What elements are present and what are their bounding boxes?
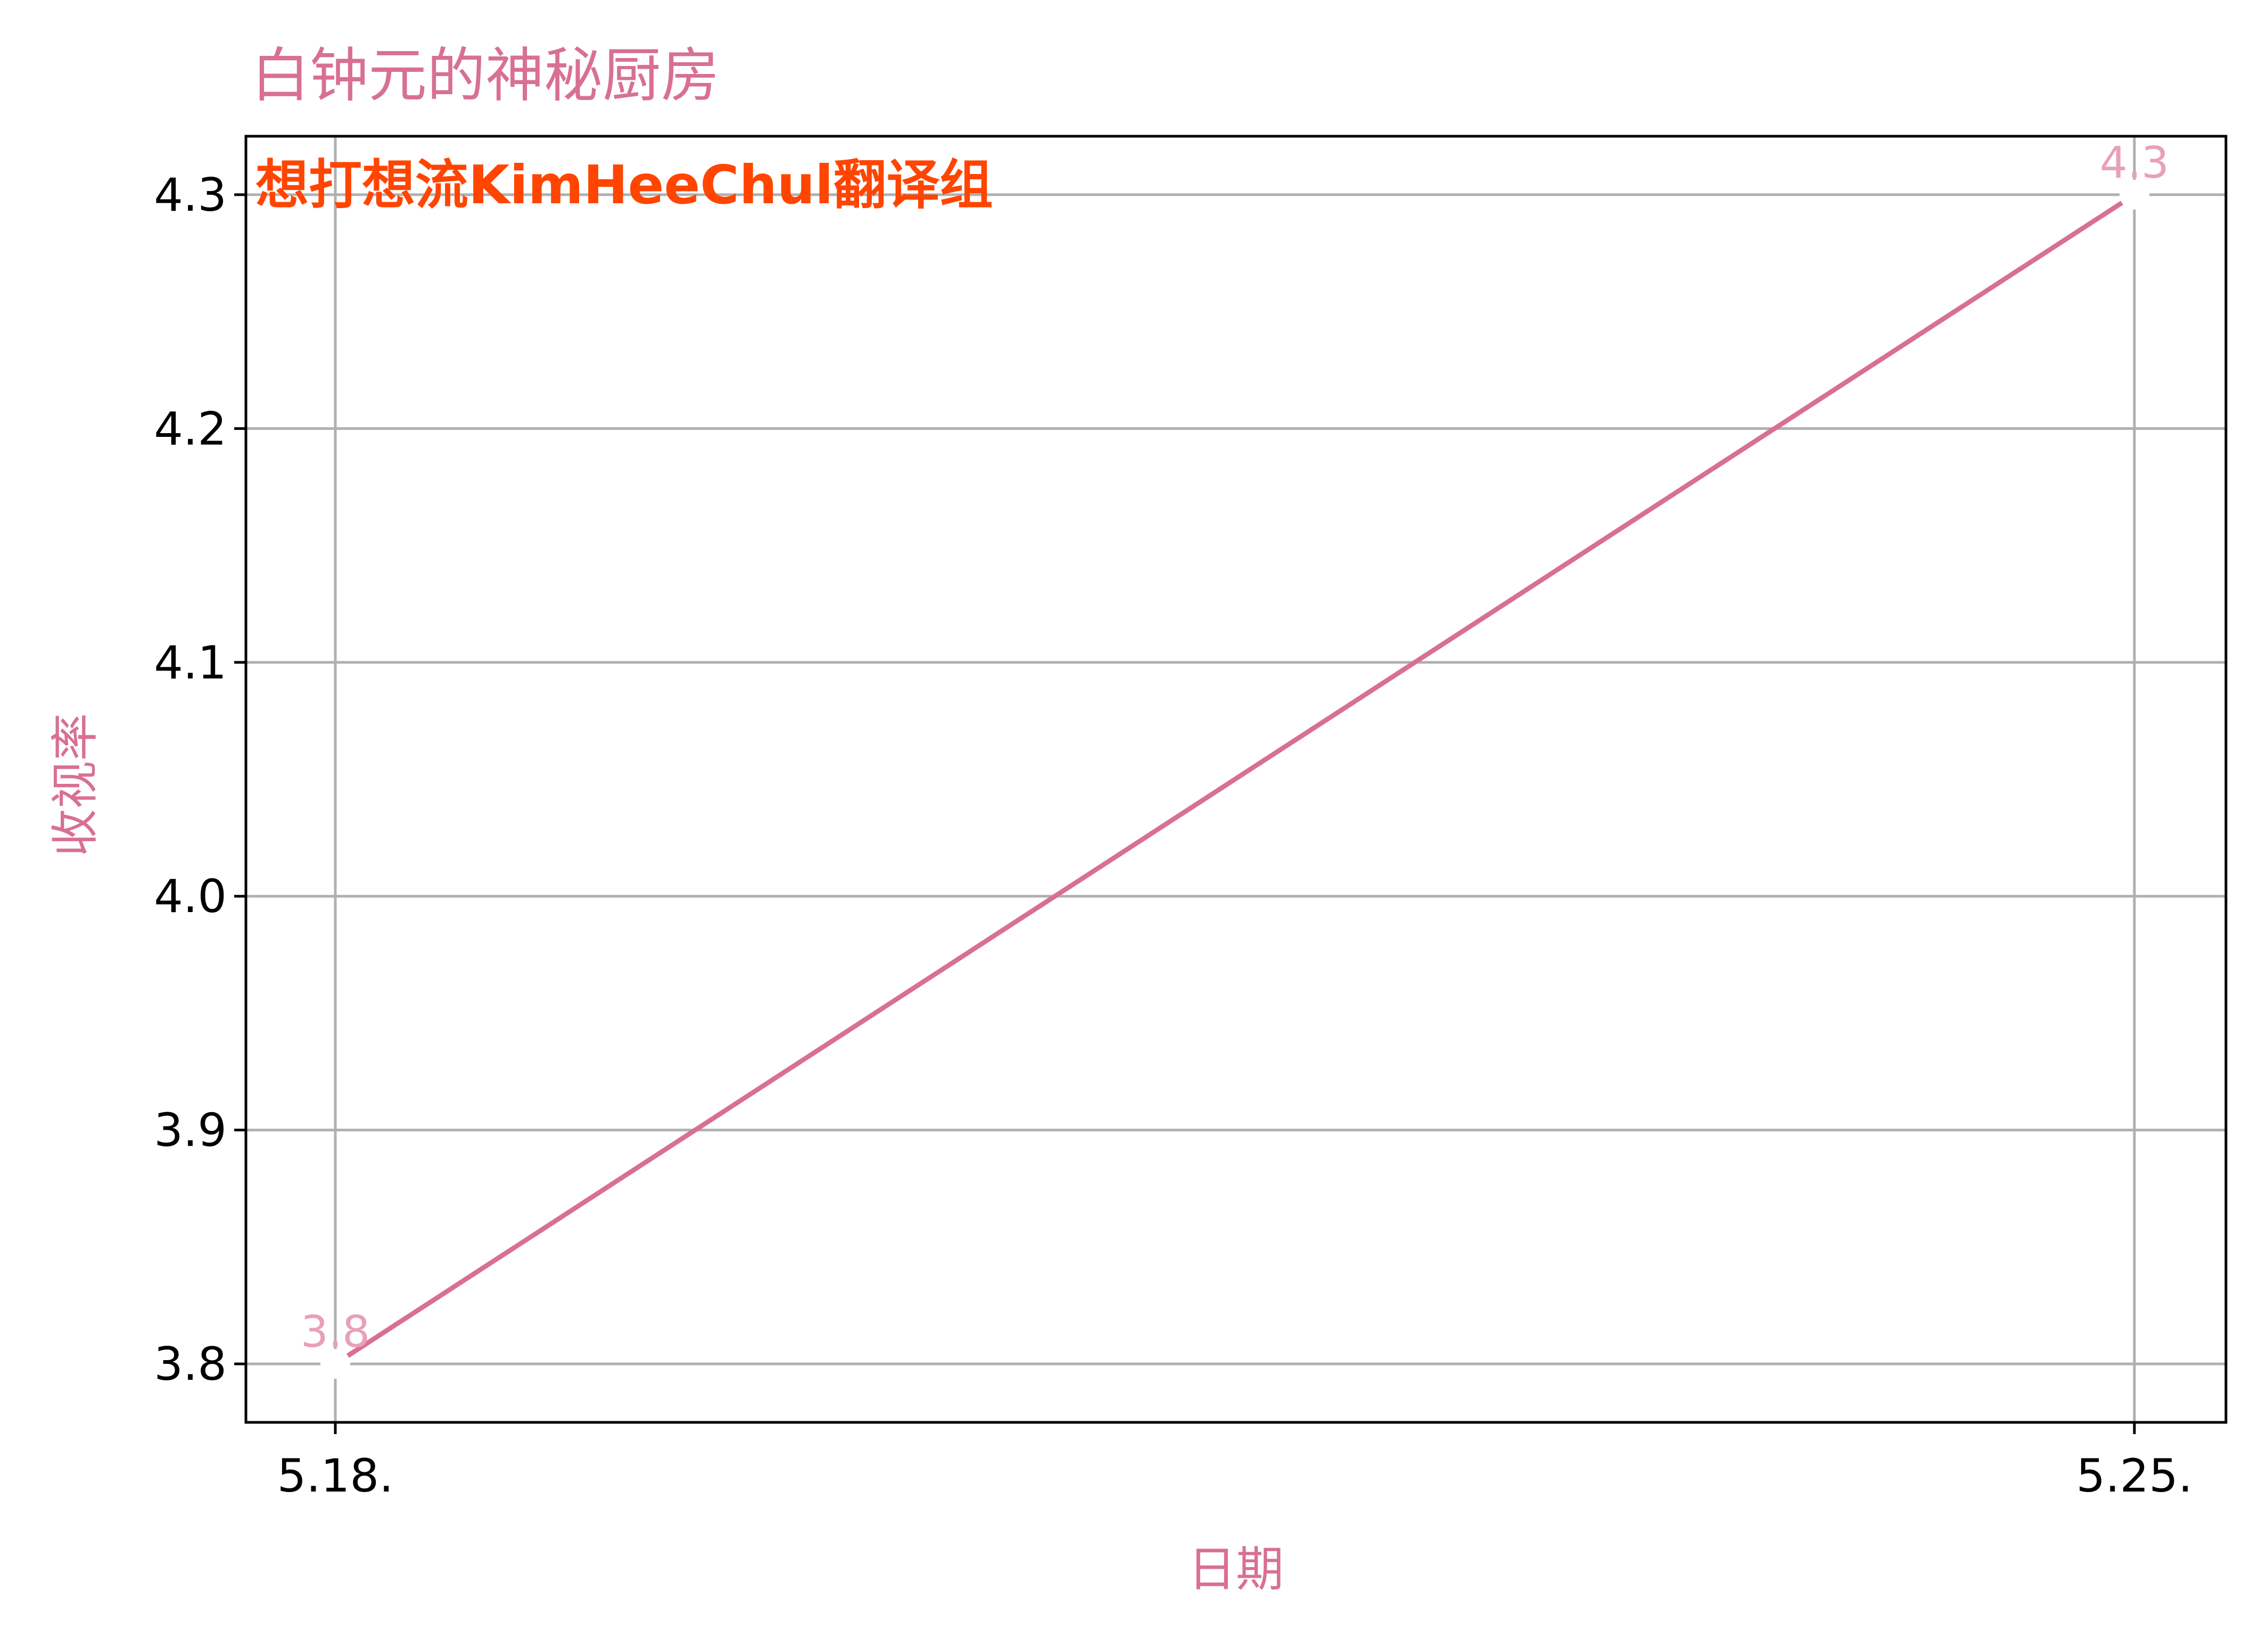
data-point-marker xyxy=(2119,179,2149,210)
y-tick-label: 3.8 xyxy=(154,1338,227,1391)
data-point-label: 3.8 xyxy=(301,1307,370,1357)
series-line xyxy=(333,192,2137,1366)
chart-title: 白钟元的神秘厨房 xyxy=(251,42,720,110)
y-tick-label: 4.0 xyxy=(154,870,227,923)
data-point-label: 4.3 xyxy=(2100,138,2169,188)
x-tick-label: 5.18. xyxy=(277,1450,394,1503)
axis-ticks: 3.8 3.9 4.0 4.1 4.2 4.3 5.18. 5.25. xyxy=(154,169,2192,1503)
x-tick-label: 5.25. xyxy=(2076,1450,2193,1503)
x-axis-label: 日期 xyxy=(1188,1542,1284,1597)
chart-annotation: 想打想流KimHeeChul翻译组 xyxy=(255,154,993,216)
data-point-marker xyxy=(320,1349,350,1379)
y-tick-label: 4.2 xyxy=(154,402,227,455)
y-axis-label: 收视率 xyxy=(47,713,103,857)
grid-lines xyxy=(246,136,2226,1422)
data-series: 3.8 4.3 xyxy=(301,138,2169,1379)
plot-area-frame xyxy=(244,135,2228,1424)
y-tick-label: 4.1 xyxy=(154,636,227,690)
y-tick-label: 4.3 xyxy=(154,169,227,222)
y-tick-label: 3.9 xyxy=(154,1104,227,1157)
